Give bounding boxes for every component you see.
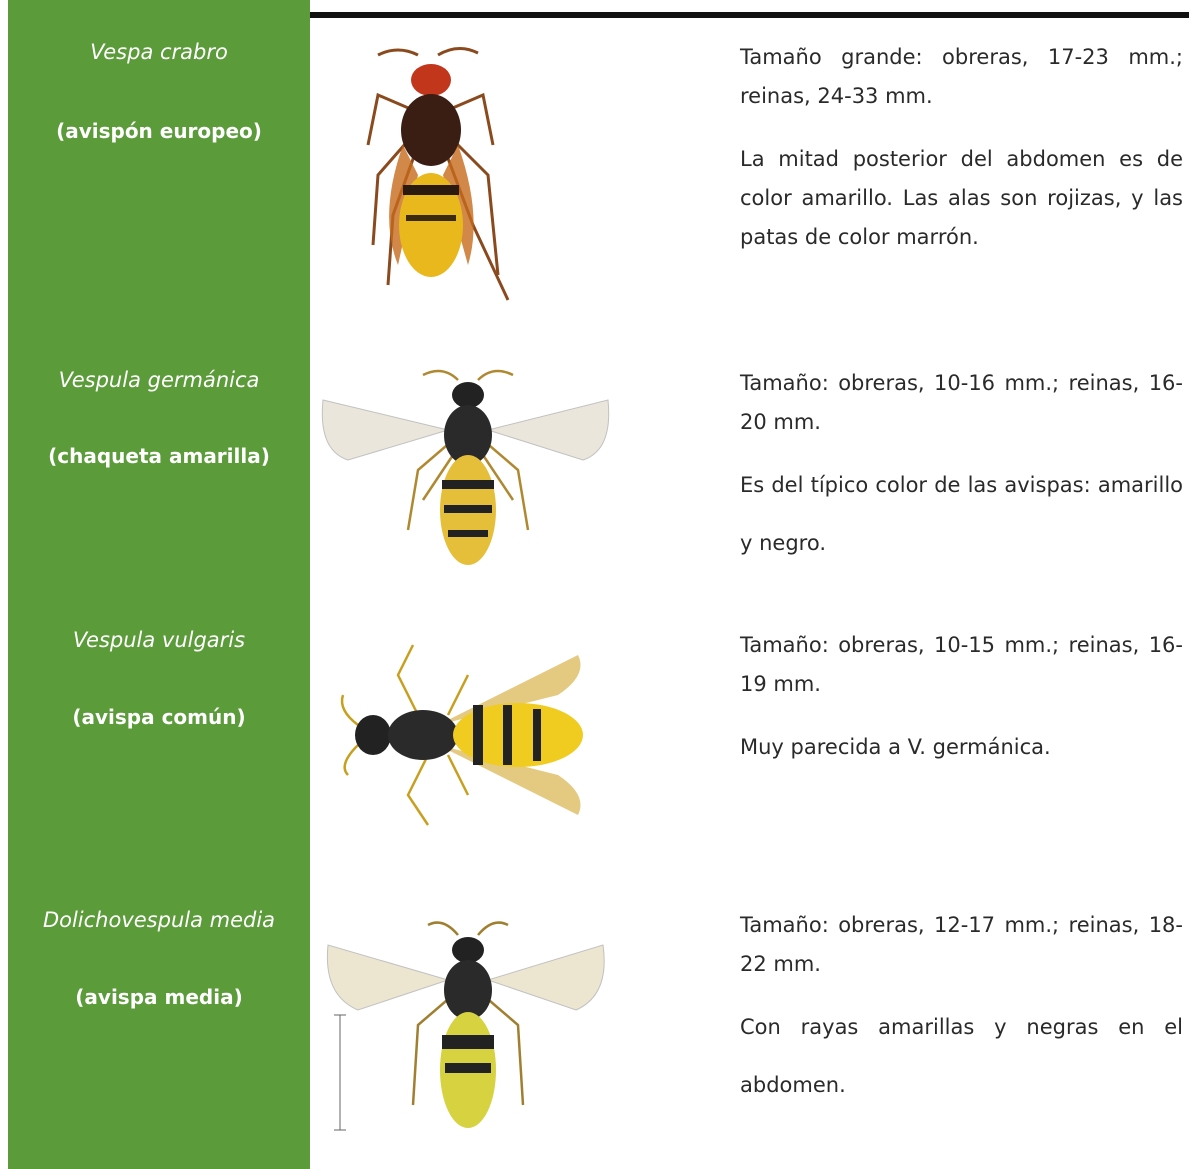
wasp-image [321,369,610,565]
name-column [8,0,310,1169]
top-rule [310,12,1189,18]
common-name: (avispa media) [75,985,243,1009]
paragraph: Tamaño grande: obreras, 17-23 mm.; reina… [740,45,1183,108]
description: Tamaño grande: obreras, 17-23 mm.; reina… [740,38,1183,281]
description: Tamaño: obreras, 10-15 mm.; reinas, 16-1… [740,626,1183,791]
common-name: (avispa común) [72,705,246,729]
description: Tamaño: obreras, 12-17 mm.; reinas, 18-2… [740,906,1183,1138]
paragraph: Muy parecida a V. germánica. [740,735,1051,759]
common-name: (avispón europeo) [56,119,262,143]
wasp-image [366,47,510,301]
scientific-name: Vespa crabro [90,40,228,64]
scientific-name: Vespula germánica [58,368,260,392]
description: Tamaño: obreras, 10-16 mm.; reinas, 16-2… [740,364,1183,596]
paragraph: Tamaño: obreras, 10-15 mm.; reinas, 16-1… [740,633,1183,696]
paragraph: Es del típico color de las avispas: amar… [740,473,1183,555]
common-name: (chaqueta amarilla) [48,444,270,468]
paragraph: Con rayas amarillas y negras en el abdom… [740,1015,1183,1097]
paragraph: Tamaño: obreras, 12-17 mm.; reinas, 18-2… [740,913,1183,976]
wasp-image [326,921,605,1131]
paragraph: La mitad posterior del abdomen es de col… [740,147,1183,249]
paragraph: Tamaño: obreras, 10-16 mm.; reinas, 16-2… [740,371,1183,434]
scientific-name: Vespula vulgaris [72,628,246,652]
wasp-image [340,644,583,826]
scientific-name: Dolichovespula media [42,908,276,932]
